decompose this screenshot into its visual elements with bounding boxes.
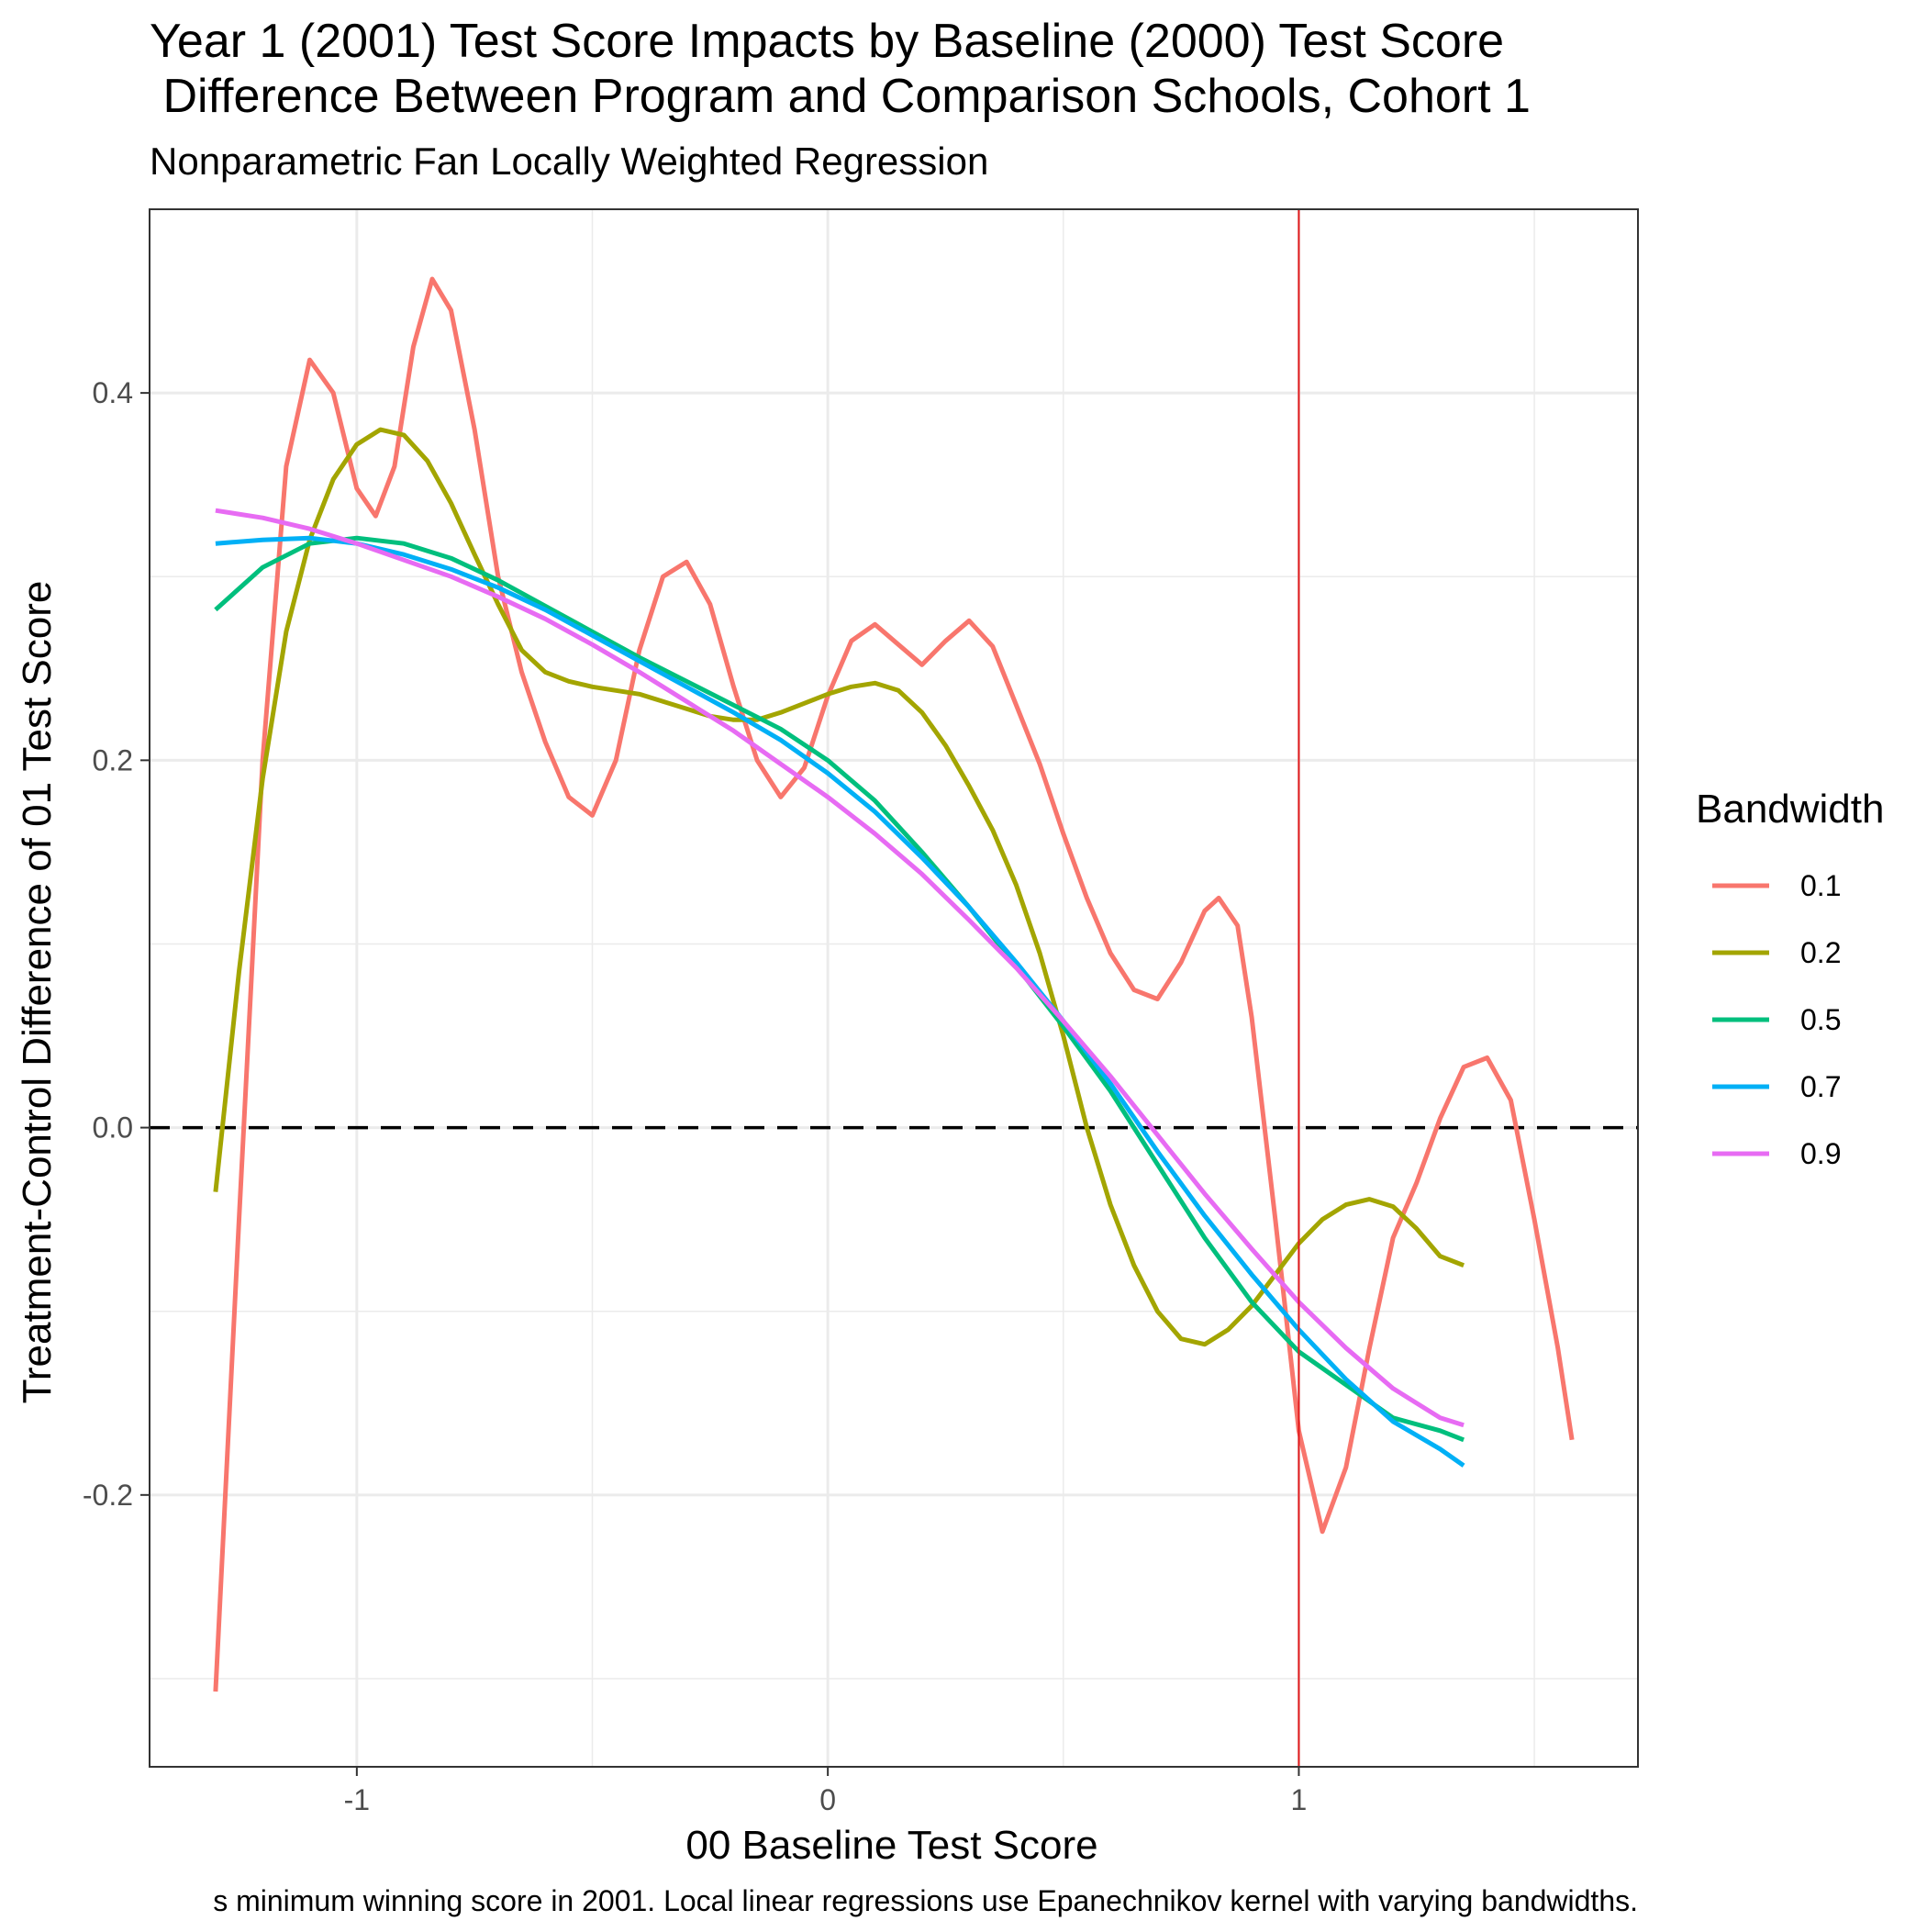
series-lines [213, 276, 1575, 1692]
x-axis-title: 00 Baseline Test Score [685, 1823, 1097, 1868]
legend-label-0.9: 0.9 [1800, 1137, 1841, 1170]
chart-subtitle: Nonparametric Fan Locally Weighted Regre… [150, 140, 988, 183]
series-line-0.7 [215, 535, 1465, 1468]
chart-title-line1: Year 1 (2001) Test Score Impacts by Base… [150, 15, 1504, 68]
y-tick-label: 0.0 [93, 1111, 133, 1145]
legend-label-0.5: 0.5 [1800, 1003, 1841, 1036]
x-tick-label: 0 [819, 1783, 836, 1816]
series-line-0.1 [213, 276, 1575, 1692]
legend: Bandwidth 0.1 0.2 0.5 0.7 0.9 [1696, 787, 1884, 1170]
chart-caption: s minimum winning score in 2001. Local l… [213, 1884, 1638, 1917]
y-axis-title: Treatment-Control Difference of 01 Test … [15, 581, 60, 1404]
plot-panel [150, 209, 1638, 1767]
chart-title-line2: Difference Between Program and Compariso… [150, 70, 1531, 123]
plot-area: -1 0 1 -0.2 0.0 0.2 0.4 [83, 208, 1639, 1816]
y-tick-label: -0.2 [83, 1479, 133, 1512]
y-tick-label: 0.2 [93, 743, 133, 776]
y-tick-label: 0.4 [93, 376, 133, 409]
x-tick-label: 1 [1291, 1783, 1308, 1816]
legend-label-0.2: 0.2 [1800, 936, 1841, 969]
x-tick-label: -1 [344, 1783, 370, 1816]
legend-label-0.7: 0.7 [1800, 1070, 1841, 1103]
series-line-0.5 [214, 535, 1465, 1443]
series-line-0.9 [215, 508, 1465, 1428]
plot-border [149, 208, 1639, 1768]
series-line-0.2 [213, 427, 1465, 1347]
legend-label-0.1: 0.1 [1800, 869, 1841, 902]
legend-title: Bandwidth [1696, 787, 1884, 832]
